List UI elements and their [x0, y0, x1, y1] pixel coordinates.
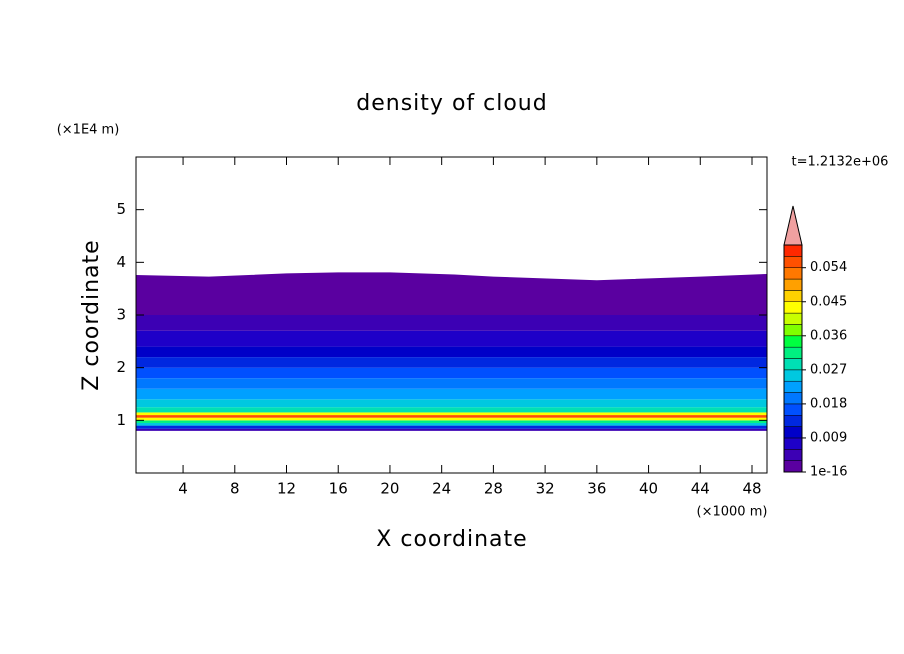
x-axis-label: X coordinate: [376, 527, 527, 552]
colorbar-band: [783, 392, 803, 405]
contour-band: [136, 428, 767, 431]
contour-band: [136, 420, 767, 423]
contour-band: [136, 388, 767, 400]
colorbar-band: [783, 449, 803, 461]
contour-band: [136, 407, 767, 413]
colorbar-band: [783, 244, 803, 257]
y-tick-label: 3: [116, 306, 126, 324]
y-tick-label: 1: [116, 411, 126, 429]
y-unit: (×1E4 m): [57, 123, 120, 138]
x-tick-label: 32: [536, 480, 555, 498]
contour-band: [136, 422, 767, 426]
time-label: t=1.2132e+06: [792, 155, 889, 170]
colorbar-band: [783, 335, 803, 348]
colorbar-band: [783, 278, 803, 291]
colorbar-tick-label: 0.036: [810, 328, 847, 343]
y-tick-label: 4: [116, 253, 126, 271]
colorbar-tick-label: 0.045: [810, 294, 847, 309]
cloud-top: [135, 272, 768, 282]
colorbar-band: [783, 437, 803, 450]
colorbar-tick-label: 0.054: [810, 260, 847, 275]
colorbar-band: [783, 346, 803, 359]
colorbar-band: [783, 290, 803, 302]
x-tick-label: 16: [329, 480, 348, 498]
y-axis-label: Z coordinate: [79, 239, 104, 390]
x-tick-label: 8: [230, 480, 240, 498]
x-tick-label: 36: [587, 480, 606, 498]
colorbar-tick-label: 1e-16: [810, 465, 848, 480]
contour-band: [136, 378, 767, 389]
colorbar-band: [783, 358, 803, 371]
contour-band: [136, 415, 767, 418]
colorbar-band: [783, 324, 803, 337]
contour-band: [136, 367, 767, 379]
contour-band: [136, 315, 767, 331]
y-tick-label: 5: [116, 200, 126, 218]
x-unit: (×1000 m): [697, 505, 768, 520]
colorbar-frame: [783, 244, 803, 473]
x-tick-label: 24: [432, 480, 451, 498]
chart-title: density of cloud: [356, 91, 547, 116]
colorbar-band: [783, 460, 803, 473]
colorbar-band: [783, 312, 803, 325]
contour-band: [136, 346, 767, 358]
x-tick-label: 40: [639, 480, 658, 498]
contour-band: [136, 272, 767, 315]
colorbar-band: [783, 403, 803, 416]
x-tick-label: 4: [178, 480, 188, 498]
colorbar-band: [783, 426, 803, 439]
colorbar-tick-label: 0.027: [810, 362, 847, 377]
contour-band: [136, 412, 767, 416]
x-tick-label: 12: [277, 480, 296, 498]
contour-band: [136, 357, 767, 368]
x-tick-label: 48: [742, 480, 761, 498]
colorbar-band: [783, 267, 803, 280]
colorbar-band: [783, 256, 803, 268]
colorbar-band: [783, 415, 803, 427]
y-tick-label: 2: [116, 358, 126, 376]
contour-band: [136, 425, 767, 429]
colorbar-band: [783, 301, 803, 314]
colorbar-extend: [783, 205, 803, 246]
x-tick-label: 20: [380, 480, 399, 498]
x-tick-label: 28: [484, 480, 503, 498]
colorbar-band: [783, 369, 803, 382]
contour-band: [136, 330, 767, 347]
contour-band: [136, 399, 767, 408]
contour-band: [136, 417, 767, 421]
x-tick-label: 44: [691, 480, 710, 498]
colorbar-tick-label: 0.009: [810, 430, 847, 445]
colorbar-tick-label: 0.018: [810, 396, 847, 411]
colorbar-band: [783, 380, 803, 393]
